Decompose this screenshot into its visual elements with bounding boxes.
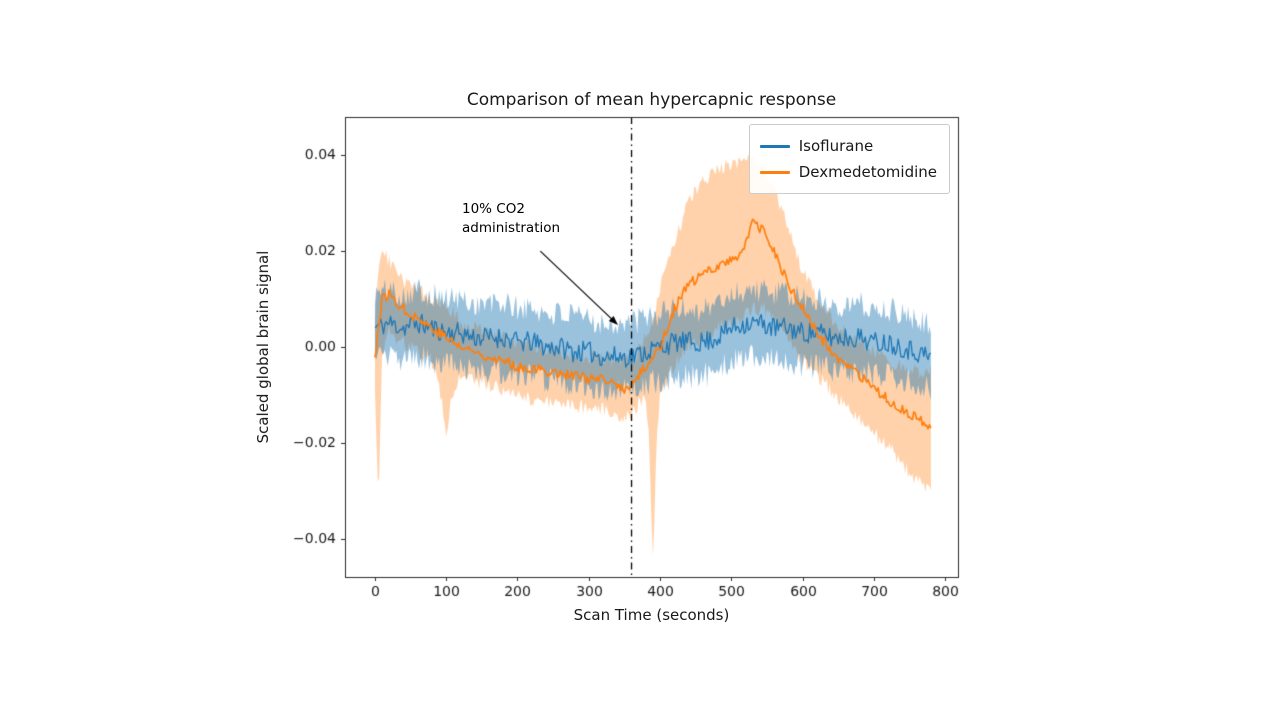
annotation-co2: 10% CO2 administration: [462, 200, 560, 238]
legend-swatch-dexmedetomidine: [759, 170, 790, 174]
annotation-line-1: 10% CO2: [462, 201, 525, 217]
legend-item-isoflurane: Isoflurane: [759, 133, 937, 159]
legend-label-isoflurane: Isoflurane: [798, 137, 874, 155]
annotation-line-2: administration: [462, 220, 561, 236]
legend-item-dexmedetomidine: Dexmedetomidine: [759, 159, 937, 185]
legend: Isoflurane Dexmedetomidine: [748, 124, 950, 194]
x-axis-label: Scan Time (seconds): [573, 606, 730, 624]
chart-title: Comparison of mean hypercapnic response: [466, 90, 837, 110]
legend-swatch-isoflurane: [759, 144, 790, 148]
legend-label-dexmedetomidine: Dexmedetomidine: [798, 163, 937, 181]
y-axis-label: Scaled global brain signal: [254, 250, 272, 444]
